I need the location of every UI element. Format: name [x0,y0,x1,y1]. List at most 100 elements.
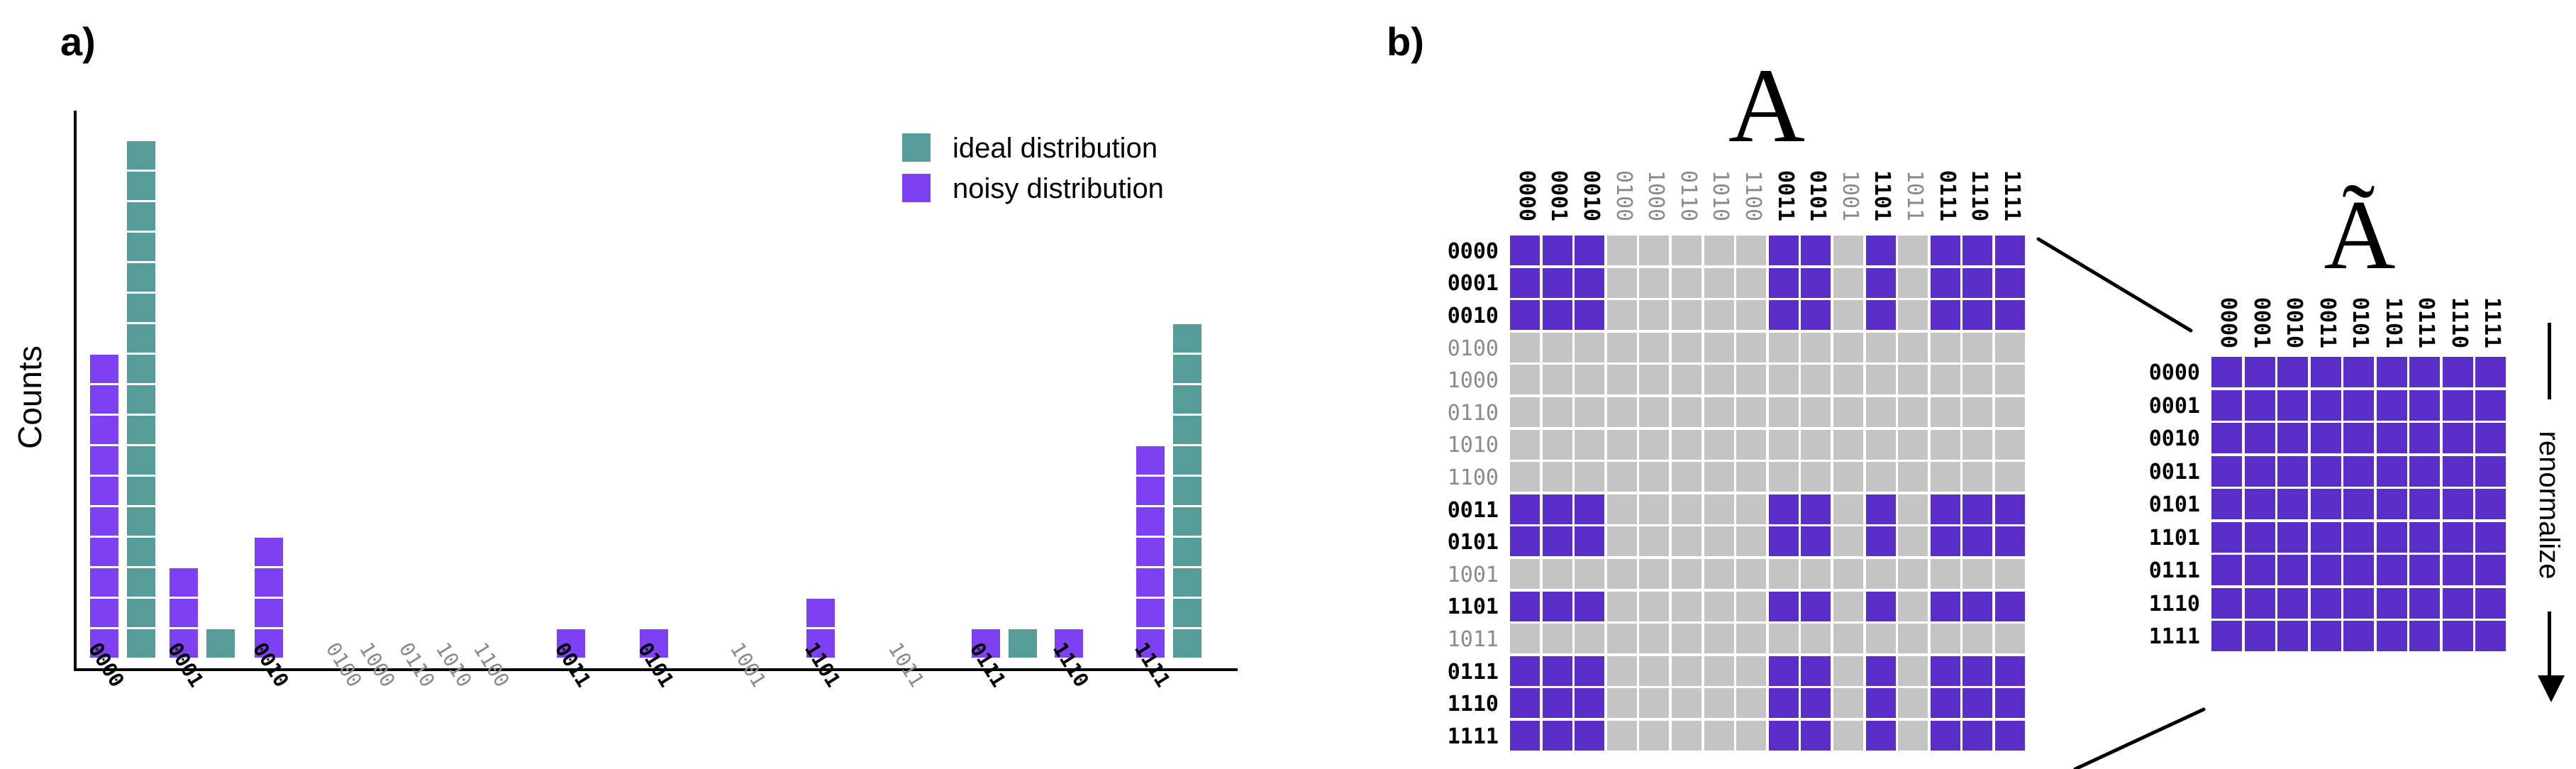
matrix-a-row-label: 0101 [1447,530,1499,555]
renormalize-label: renormalize [2533,431,2565,580]
matrix-a-cell [1865,624,1896,654]
matrix-a-cell [1672,462,1701,492]
matrix-a-tilde-cell [2211,555,2242,585]
matrix-a-tilde-cell [2475,357,2506,387]
matrix-a-row-label: 1100 [1447,465,1499,490]
matrix-a-cell [1833,300,1863,331]
matrix-a-cell [1962,624,1993,654]
matrix-a-cell [1833,591,1863,621]
matrix-a-cell [1898,494,1928,524]
matrix-a-cell [1801,688,1831,719]
matrix-a-cell [1833,236,1863,265]
bar-square-noisy [170,629,198,658]
bar-square-ideal [206,629,235,658]
matrix-a-tilde-cell [2475,621,2506,651]
bar-square-noisy [1055,629,1083,658]
matrix-a-cell [1833,429,1863,460]
matrix-a-cell [1833,267,1863,298]
matrix-a-cell [1575,397,1605,427]
matrix-a-cell [1704,591,1734,621]
matrix-a-cell [1962,526,1993,557]
matrix-a-tilde-cell [2277,455,2308,487]
matrix-a-cell [1575,721,1605,751]
matrix-a-cell [1542,721,1572,751]
panel-a-label: a) [60,19,96,64]
connector-line-bottom [2073,707,2206,769]
matrix-a-cell [1542,559,1572,589]
matrix-a-cell [1801,365,1831,395]
matrix-a-tilde-cell [2244,587,2275,619]
matrix-a-tilde-col-label: 0000 [2216,297,2241,349]
matrix-a-tilde-cell [2475,423,2506,453]
bar-square-noisy [1136,507,1165,536]
matrix-a-cell [1962,397,1993,427]
matrix-a-cell [1639,688,1670,719]
matrix-a-cell [1962,267,1993,298]
matrix-a-cell [1672,236,1701,265]
bar-square-noisy [90,568,118,597]
matrix-a-tilde-col-label: 0011 [2314,297,2340,349]
matrix-a-cell [1736,559,1767,589]
matrix-a-cell [1575,624,1605,654]
matrix-a-tilde-cell [2277,555,2308,585]
matrix-a-cell [1704,236,1734,265]
matrix-a-cell [1995,332,2025,363]
matrix-a-cell [1962,688,1993,719]
matrix-a-tilde-cell [2343,489,2374,519]
matrix-a-cell [1704,300,1734,331]
renormalize-arrow-head-icon [2538,675,2565,702]
matrix-a-row-label: 0100 [1447,336,1499,361]
bar-square-noisy [972,629,1000,658]
matrix-a-cell [1768,559,1799,589]
bar-square-ideal [127,507,155,536]
matrix-a-tilde-col-label: 1111 [2480,297,2505,349]
matrix-a-row-label: 0010 [1447,304,1499,328]
matrix-a-row-label: 1101 [1447,594,1499,620]
matrix-a-cell [1962,494,1993,524]
matrix-a-cell [1801,267,1831,298]
matrix-a-cell [1768,267,1799,298]
matrix-a-tilde-cell [2277,423,2308,453]
matrix-a-tilde-cell [2343,521,2374,553]
matrix-a-cell [1768,526,1799,557]
matrix-a-cell [1833,559,1863,589]
matrix-a-cell [1995,462,2025,492]
matrix-a-cell [1833,624,1863,654]
matrix-a-tilde-cell [2442,423,2473,453]
matrix-a-cell [1672,494,1701,524]
matrix-a-cell [1898,526,1928,557]
matrix-a-cell [1606,591,1637,621]
matrix-a-cell [1510,332,1540,363]
bar-square-ideal [1173,629,1201,658]
y-axis-line [74,111,77,671]
matrix-a-cell [1510,526,1540,557]
matrix-a-cell [1542,624,1572,654]
matrix-a-cell [1898,236,1928,265]
matrix-a-tilde-col-label: 0111 [2414,297,2439,349]
matrix-a-tilde-col-label: 0001 [2248,297,2274,349]
matrix-a-cell [1639,300,1670,331]
matrix-a-tilde-cell [2310,555,2341,585]
matrix-a-cell [1510,429,1540,460]
matrix-a-cell [1672,721,1701,751]
matrix-a-cell [1704,721,1734,751]
bar-square-noisy [90,538,118,566]
matrix-a-cell [1704,429,1734,460]
matrix-a-cell [1736,721,1767,751]
matrix-a-col-label: 1110 [1967,170,1992,222]
matrix-a-tilde-cell [2244,489,2275,519]
matrix-a-tilde-cell [2211,587,2242,619]
matrix-a-cell [1510,655,1540,686]
matrix-a-cell [1672,365,1701,395]
bar-square-ideal [127,629,155,658]
matrix-a-tilde-row-label: 0101 [2148,492,2200,518]
bar-square-noisy [255,568,283,597]
matrix-a-tilde-cell [2277,587,2308,619]
matrix-a-cell [1865,365,1896,395]
matrix-a-cell [1995,236,2025,265]
matrix-a-cell [1833,655,1863,686]
matrix-a-col-label: 1001 [1837,170,1862,222]
bar-square-ideal [1173,507,1201,536]
matrix-a-cell [1542,397,1572,427]
